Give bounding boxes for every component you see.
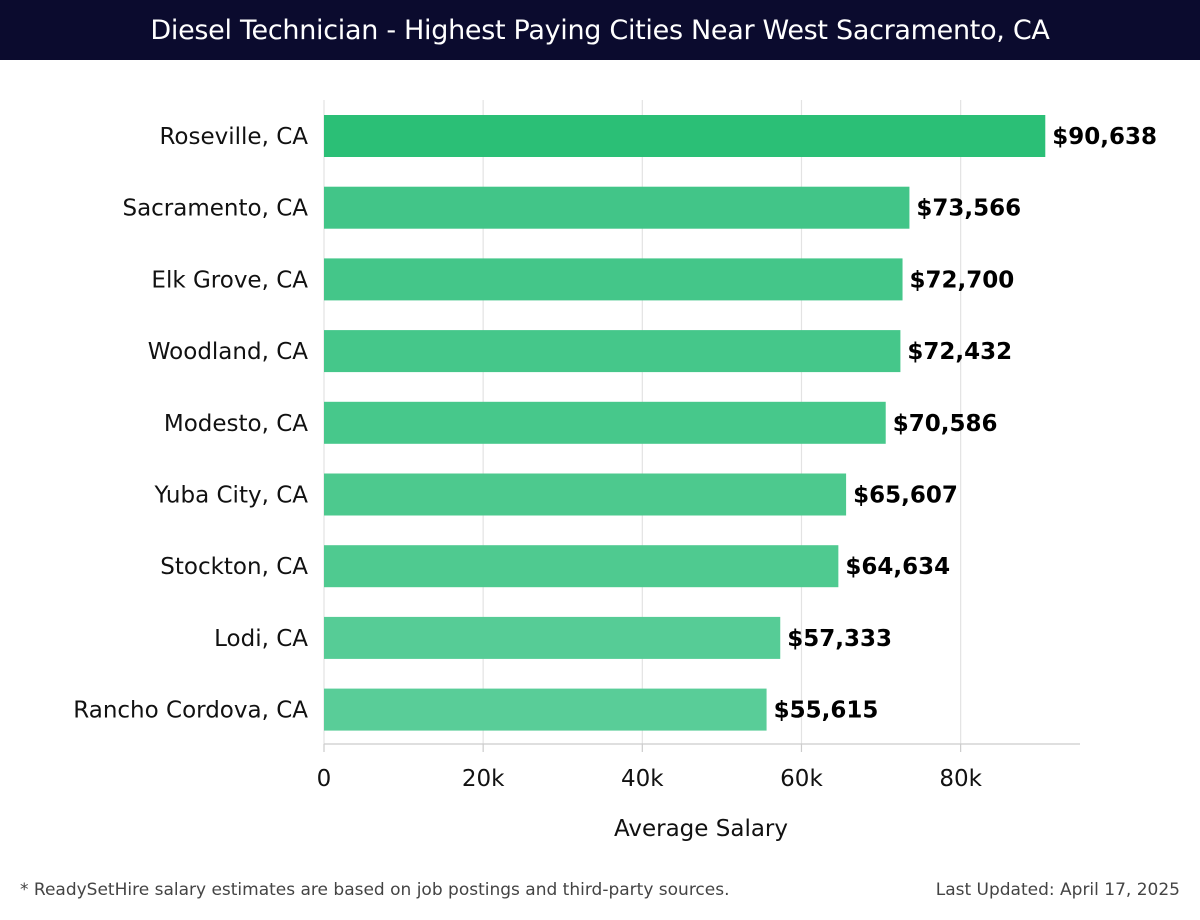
category-label: Modesto, CA: [164, 411, 308, 437]
bar: [324, 616, 781, 659]
value-label: $72,432: [907, 339, 1012, 365]
category-labels: Roseville, CA Sacramento, CA Elk Grove, CA…: [73, 124, 308, 724]
category-label: Lodi, CA: [214, 626, 308, 652]
x-tick-label: 60k: [780, 766, 823, 792]
category-label: Elk Grove, CA: [151, 267, 308, 293]
x-tick-label: 0: [317, 766, 332, 792]
bar: [324, 688, 767, 731]
bars: [324, 115, 1046, 731]
chart-title: Diesel Technician - Highest Paying Citie…: [150, 14, 1050, 46]
category-label: Yuba City, CA: [154, 483, 309, 509]
bar: [324, 401, 886, 444]
chart-title-banner: Diesel Technician - Highest Paying Citie…: [0, 0, 1200, 60]
x-tick-label: 80k: [939, 766, 982, 792]
bar: [324, 545, 839, 588]
category-label: Stockton, CA: [160, 554, 308, 580]
value-label: $57,333: [787, 626, 892, 652]
bar: [324, 330, 901, 373]
bar-chart: 0 20k 40k 60k 80k Roseville, CA Sacramento, C…: [73, 100, 1157, 842]
value-label: $65,607: [853, 483, 958, 509]
bar: [324, 473, 847, 516]
bar: [324, 115, 1046, 157]
value-label: $72,700: [910, 267, 1015, 293]
value-label: $90,638: [1052, 124, 1157, 150]
value-labels: $90,638 $73,566 $72,700 $72,432 $70,586 $65,6…: [774, 124, 1157, 724]
x-tick-label: 20k: [462, 766, 505, 792]
x-axis-title: Average Salary: [614, 816, 788, 842]
value-label: $70,586: [893, 411, 998, 437]
value-label: $73,566: [916, 196, 1021, 222]
category-label: Roseville, CA: [159, 124, 308, 150]
footer-note: * ReadySetHire salary estimates are base…: [20, 880, 730, 900]
category-label: Woodland, CA: [148, 339, 308, 365]
bar: [324, 186, 910, 229]
value-label: $64,634: [845, 554, 950, 580]
last-updated: Last Updated: April 17, 2025: [935, 880, 1180, 900]
category-label: Sacramento, CA: [122, 196, 308, 222]
bar: [324, 258, 903, 301]
x-tick-label: 40k: [621, 766, 664, 792]
x-axis: 0 20k 40k 60k 80k: [317, 743, 1080, 792]
category-label: Rancho Cordova, CA: [73, 698, 308, 724]
value-label: $55,615: [774, 698, 879, 724]
